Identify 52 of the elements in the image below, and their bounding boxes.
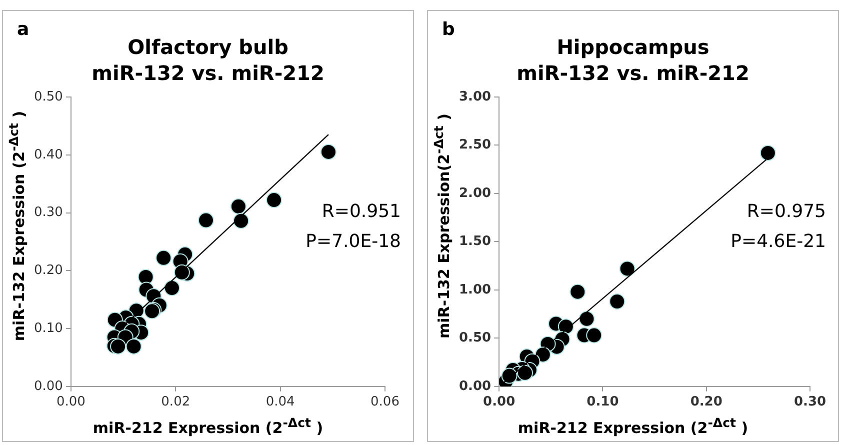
y-tick-label: 0.10	[34, 320, 63, 336]
y-tick-label: 2.00	[458, 186, 492, 201]
annotation: P=7.0E-18	[306, 231, 401, 252]
point	[233, 212, 250, 229]
y-tick-label: 0.00	[458, 378, 492, 394]
x-tick-label: 0.10	[586, 394, 619, 410]
point	[230, 198, 246, 214]
chart-subtitle: miR-132 vs. miR-212	[92, 61, 324, 86]
point	[570, 284, 586, 300]
point	[266, 192, 282, 208]
annotation: P=4.6E-21	[730, 231, 826, 252]
point	[138, 269, 154, 286]
point	[110, 338, 126, 354]
y-tick-label: 0.30	[34, 205, 63, 220]
y-tick-label: 0.50	[458, 330, 492, 346]
point	[609, 294, 626, 310]
point	[164, 280, 180, 296]
y-tick-label: 1.00	[458, 282, 492, 298]
point	[516, 364, 533, 381]
point	[578, 310, 595, 327]
chart-title: Olfactory bulb	[128, 35, 288, 60]
x-tick-label: 0.06	[370, 394, 400, 410]
x-tick-label: 0.20	[690, 394, 722, 410]
x-tick-label: 0.30	[794, 394, 826, 410]
chart-title: Hippocampus	[556, 35, 710, 60]
y-tick-label: 0.40	[34, 147, 63, 162]
x-tick-label: 0.04	[266, 394, 295, 410]
point	[156, 250, 172, 266]
y-tick-label: 3.00	[458, 89, 492, 104]
annotation: R=0.951	[322, 201, 401, 222]
annotation: R=0.975	[746, 201, 826, 222]
point	[174, 264, 190, 280]
y-tick-label: 0.20	[34, 263, 63, 278]
x-tick-label: 0.00	[483, 394, 516, 410]
x-axis-title: miR-212 Expression (2$^{-Δct}$ )	[92, 415, 324, 437]
point	[501, 368, 518, 384]
point	[126, 338, 142, 354]
y-tick-label: 1.50	[458, 234, 492, 250]
y-tick-label: 2.50	[458, 138, 492, 153]
point	[619, 260, 636, 277]
x-axis-title: miR-212 Expression (2$^{-Δct}$ )	[516, 415, 750, 437]
point	[320, 144, 336, 160]
y-tick-label: 0.50	[34, 89, 63, 104]
point	[586, 327, 602, 344]
text: a	[17, 19, 30, 40]
x-tick-label: 0.00	[56, 394, 86, 410]
y-tick-label: 0.00	[34, 378, 63, 394]
x-tick-label: 0.02	[161, 394, 190, 410]
chart-subtitle: miR-132 vs. miR-212	[516, 61, 750, 86]
point	[198, 212, 214, 228]
point	[760, 144, 776, 161]
text: b	[442, 19, 455, 40]
